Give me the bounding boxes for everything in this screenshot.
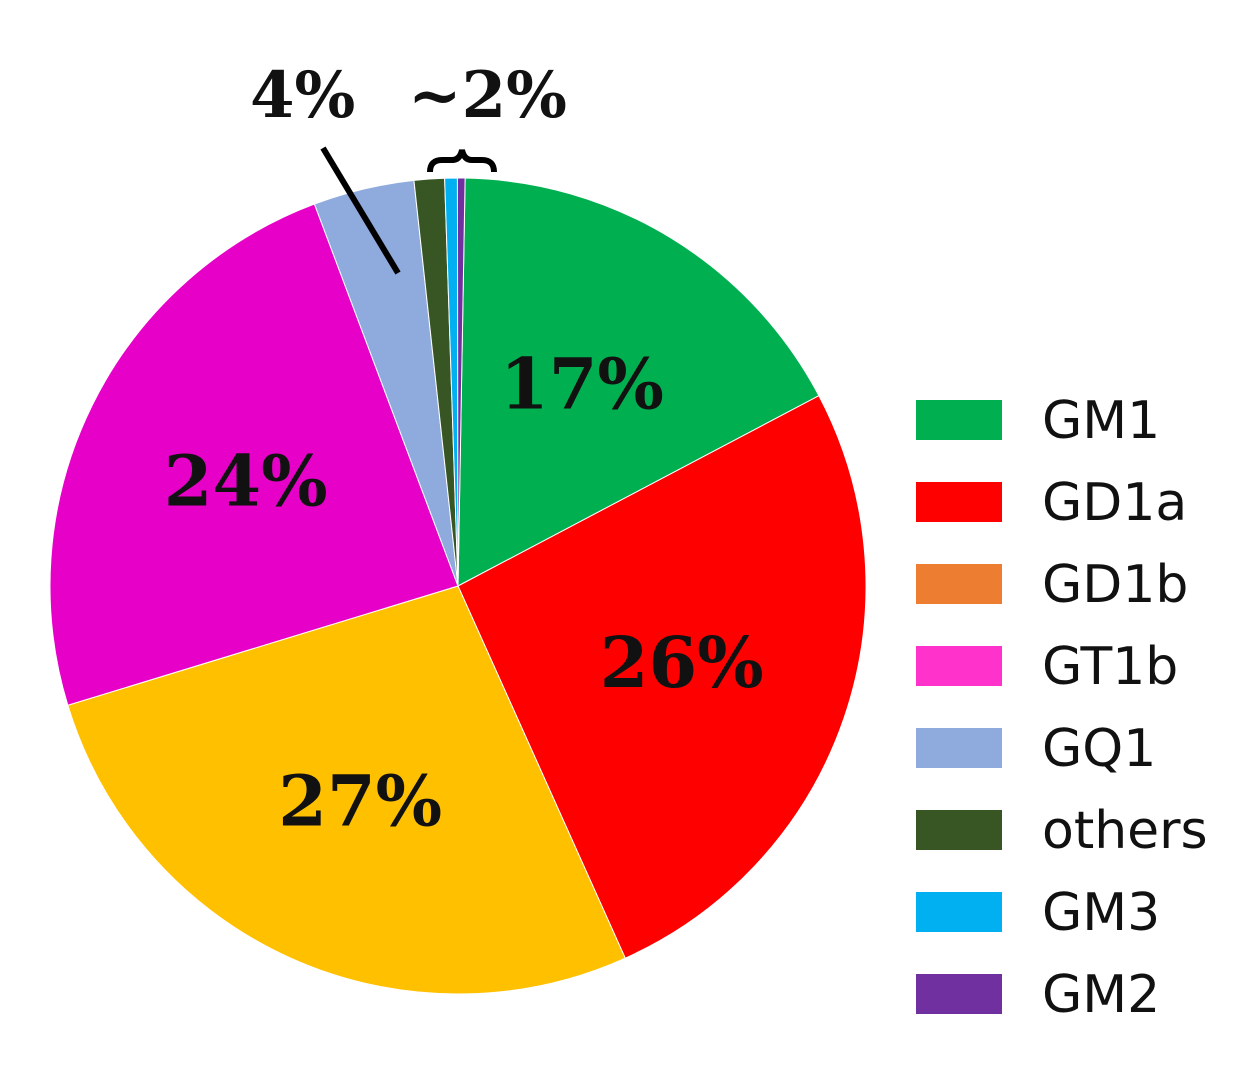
callout-label-gq1: 4% — [250, 58, 355, 133]
legend-label-gd1b: GD1b — [1042, 555, 1188, 615]
legend-swatch-gm1 — [916, 400, 1002, 440]
slice-label-gm1: 17% — [500, 342, 664, 425]
legend-label-gt1b: GT1b — [1042, 637, 1178, 697]
legend-swatch-gd1a — [916, 482, 1002, 522]
legend-item-gm2: GM2 — [916, 965, 1160, 1025]
legend-swatch-others — [916, 810, 1002, 850]
legend-item-gm1: GM1 — [916, 391, 1160, 451]
pie-slice-gm2 — [456, 177, 466, 587]
legend-label-gm2: GM2 — [1042, 965, 1160, 1025]
slice-label-gd1b: 27% — [278, 760, 442, 843]
pie-slice-gt1b — [49, 203, 459, 706]
legend-item-gm3: GM3 — [916, 883, 1160, 943]
legend-item-gq1: GQ1 — [916, 719, 1156, 779]
legend-label-gm3: GM3 — [1042, 883, 1160, 943]
pie-slice-gd1b — [67, 585, 626, 995]
legend-item-gd1a: GD1a — [916, 473, 1187, 533]
pie-slices — [49, 177, 867, 995]
callout-line-gq1 — [320, 146, 401, 275]
slice-label-gd1a: 26% — [600, 621, 764, 704]
legend-item-gd1b: GD1b — [916, 555, 1188, 615]
slice-label-gt1b: 24% — [164, 440, 328, 523]
callout-label-small-slices: ~2% — [408, 58, 567, 133]
legend-swatch-gm3 — [916, 892, 1002, 932]
callouts: 4% ~2% — [250, 58, 567, 275]
callout-brace-small-slices — [427, 149, 497, 173]
legend-swatch-gq1 — [916, 728, 1002, 768]
legend-label-others: others — [1042, 801, 1208, 861]
legend-swatch-gd1b — [916, 564, 1002, 604]
pie-slice-gm1 — [457, 177, 820, 587]
legend-item-gt1b: GT1b — [916, 637, 1178, 697]
pie-slice-labels: 17% 26% 27% 24% — [164, 342, 764, 842]
pie-slice-gd1a — [457, 395, 867, 959]
legend-label-gq1: GQ1 — [1042, 719, 1156, 779]
legend-label-gd1a: GD1a — [1042, 473, 1187, 533]
legend-swatch-gt1b — [916, 646, 1002, 686]
legend-label-gm1: GM1 — [1042, 391, 1160, 451]
legend-item-others: others — [916, 801, 1208, 861]
legend: GM1 GD1a GD1b GT1b GQ1 others GM3 GM2 — [916, 391, 1208, 1025]
legend-swatch-gm2 — [916, 974, 1002, 1014]
